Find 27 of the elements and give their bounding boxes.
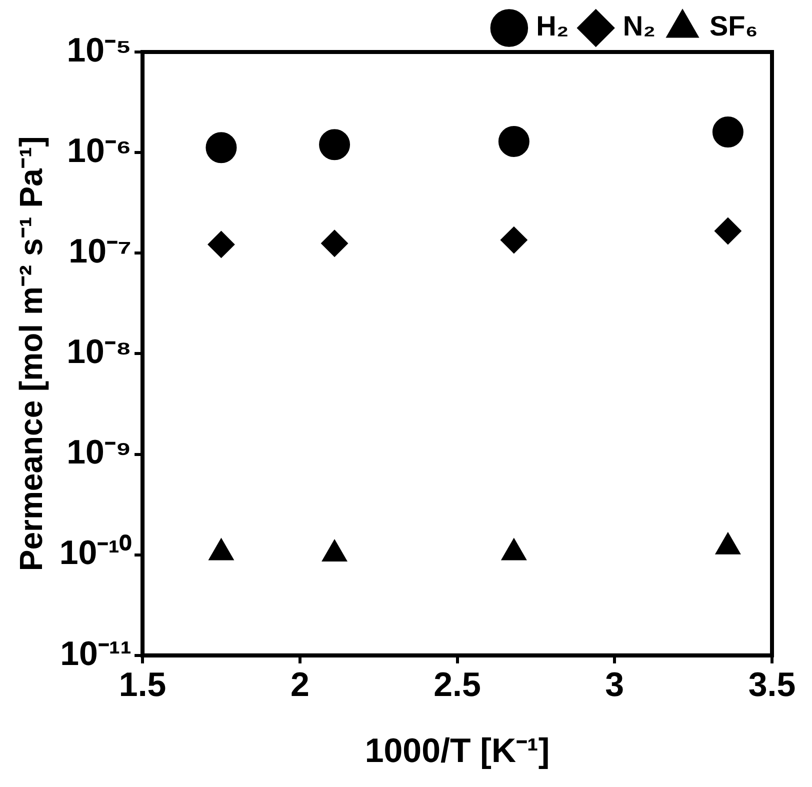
legend-label: H₂ <box>536 10 569 42</box>
point <box>208 538 234 560</box>
point <box>715 532 741 554</box>
y-tick-label: 10⁻⁶ <box>67 132 132 170</box>
y-tick-label: 10⁻⁵ <box>66 31 132 70</box>
x-axis-title: 1000/T [K⁻¹] <box>364 732 550 770</box>
point <box>712 116 744 148</box>
legend-label: SF₆ <box>710 10 758 42</box>
y-tick-label: 10⁻⁹ <box>66 434 132 472</box>
point <box>714 218 742 244</box>
point <box>208 230 235 258</box>
point <box>322 539 348 562</box>
x-tick-label: 3.5 <box>748 666 796 704</box>
point <box>501 538 527 560</box>
point <box>206 132 237 164</box>
x-tick-label: 2.5 <box>434 666 481 704</box>
point <box>500 226 528 254</box>
y-tick-label: 10⁻⁷ <box>68 232 132 271</box>
y-axis-title: Permeance [mol m⁻² s⁻¹ Pa⁻¹] <box>13 136 50 572</box>
point <box>498 126 530 157</box>
x-tick-label: 2 <box>290 666 310 704</box>
point <box>321 230 348 257</box>
point <box>319 129 350 160</box>
x-tick-label: 3 <box>605 666 624 704</box>
y-tick-label: 10⁻¹⁰ <box>59 534 132 572</box>
legend-label: N₂ <box>622 10 656 42</box>
y-tick-label: 10⁻⁸ <box>66 333 132 372</box>
